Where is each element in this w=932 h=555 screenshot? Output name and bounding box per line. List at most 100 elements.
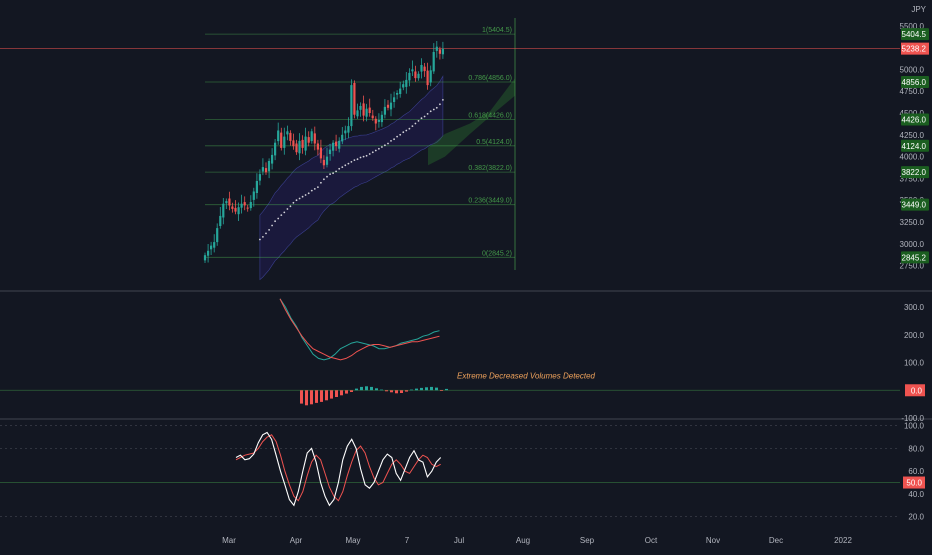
candle-body xyxy=(228,198,231,206)
price-badge: 4124.0 xyxy=(902,142,927,151)
histogram-bar xyxy=(445,388,448,391)
candle-body xyxy=(295,143,298,153)
price-badge: 4426.0 xyxy=(902,115,927,124)
x-axis-label: 2022 xyxy=(834,536,852,545)
histogram-bar xyxy=(350,390,353,392)
candle-body xyxy=(289,132,292,141)
price-badge-bg xyxy=(901,166,929,179)
candle-body xyxy=(353,83,356,115)
fib-level-label: 0.786(4856.0) xyxy=(468,75,512,82)
candle-body xyxy=(271,154,274,164)
ma-point xyxy=(268,229,270,231)
candle-body xyxy=(203,255,207,261)
price-badge: 3822.0 xyxy=(902,168,927,177)
ma-point xyxy=(381,146,383,148)
price-axis-tick: 5500.0 xyxy=(900,22,925,31)
ma-point xyxy=(329,173,331,176)
ma-point xyxy=(301,195,304,198)
stoch-axis-tick: 60.0 xyxy=(908,467,924,476)
stoch-axis-tick: 80.0 xyxy=(908,444,924,453)
stoch-k-line xyxy=(235,431,442,507)
candle-body xyxy=(328,149,332,154)
candle-body xyxy=(435,46,438,51)
histogram-bar xyxy=(385,390,388,392)
candle-body xyxy=(280,132,283,148)
oscillator-axis-tick: 300.0 xyxy=(904,303,925,312)
oscillator-axis-tick: 100.0 xyxy=(904,359,925,368)
price-badge: 4856.0 xyxy=(902,78,927,87)
ma-point xyxy=(384,144,386,147)
candle-body xyxy=(429,70,432,83)
candle-body xyxy=(252,191,255,200)
ma-point xyxy=(335,170,337,173)
candle-body xyxy=(286,131,289,135)
histogram-bar xyxy=(325,390,328,401)
histogram-bar xyxy=(395,390,398,394)
price-axis-tick: 3000.0 xyxy=(900,240,925,249)
ma-point xyxy=(396,135,398,138)
price-badge: 2845.2 xyxy=(902,253,927,262)
ma-point xyxy=(259,238,261,241)
ma-point xyxy=(368,153,371,155)
ma-point xyxy=(420,117,423,120)
ma-point xyxy=(365,154,368,157)
price-axis-tick: 2750.0 xyxy=(900,262,925,271)
candle-body xyxy=(267,161,271,172)
ma-point xyxy=(292,201,295,204)
candle-body xyxy=(207,250,210,256)
ma-point xyxy=(402,131,405,134)
histogram-bar xyxy=(315,390,318,403)
candle-body xyxy=(402,84,405,88)
candle-body xyxy=(338,140,341,149)
candle-body xyxy=(389,102,393,110)
ma-point xyxy=(359,156,362,159)
candle-body xyxy=(298,140,301,154)
ma-point xyxy=(356,158,359,161)
histogram-bar xyxy=(410,389,413,391)
ma-point xyxy=(338,167,341,170)
candle-body xyxy=(307,137,310,143)
zero-badge: 0.0 xyxy=(911,386,923,395)
ma-point xyxy=(344,164,347,167)
ma-point xyxy=(320,181,322,184)
ma-point xyxy=(414,122,417,125)
ma-point xyxy=(439,103,441,106)
price-axis-tick: 4000.0 xyxy=(900,153,925,162)
candle-body xyxy=(368,107,371,113)
ma-point xyxy=(353,159,356,162)
candle-body xyxy=(277,130,280,142)
candle-body xyxy=(231,206,234,209)
candle-body xyxy=(420,65,423,72)
price-badge-bg xyxy=(901,113,929,126)
candle-body xyxy=(219,215,222,226)
candle-body xyxy=(396,93,399,95)
ma-point xyxy=(283,211,286,214)
current-price-badge: 5238.2 xyxy=(902,45,927,54)
candle-body xyxy=(249,202,252,209)
x-axis-label: May xyxy=(345,536,360,545)
histogram-bar xyxy=(400,390,403,393)
fib-level-label: 0.236(3449.0) xyxy=(468,198,512,205)
candle-body xyxy=(386,104,390,108)
candle-body xyxy=(356,110,359,117)
candle-body xyxy=(374,118,377,124)
ma-point xyxy=(417,120,420,122)
histogram-bar xyxy=(330,390,333,399)
ma-point xyxy=(408,127,411,130)
histogram-bar xyxy=(335,390,338,397)
ma-point xyxy=(332,172,334,175)
x-axis-label: Dec xyxy=(769,536,783,545)
candle-body xyxy=(399,88,402,94)
candle-body xyxy=(255,181,258,193)
ma-point xyxy=(280,214,283,217)
oscillator-line-b xyxy=(279,298,440,361)
histogram-bar xyxy=(370,386,373,391)
candle-body xyxy=(316,143,319,150)
ma-point xyxy=(350,161,353,163)
candle-body xyxy=(432,52,435,72)
ma-point xyxy=(393,138,395,141)
stoch-axis-tick: 20.0 xyxy=(908,513,924,522)
candle-body xyxy=(292,140,295,147)
ma-point xyxy=(429,110,432,113)
